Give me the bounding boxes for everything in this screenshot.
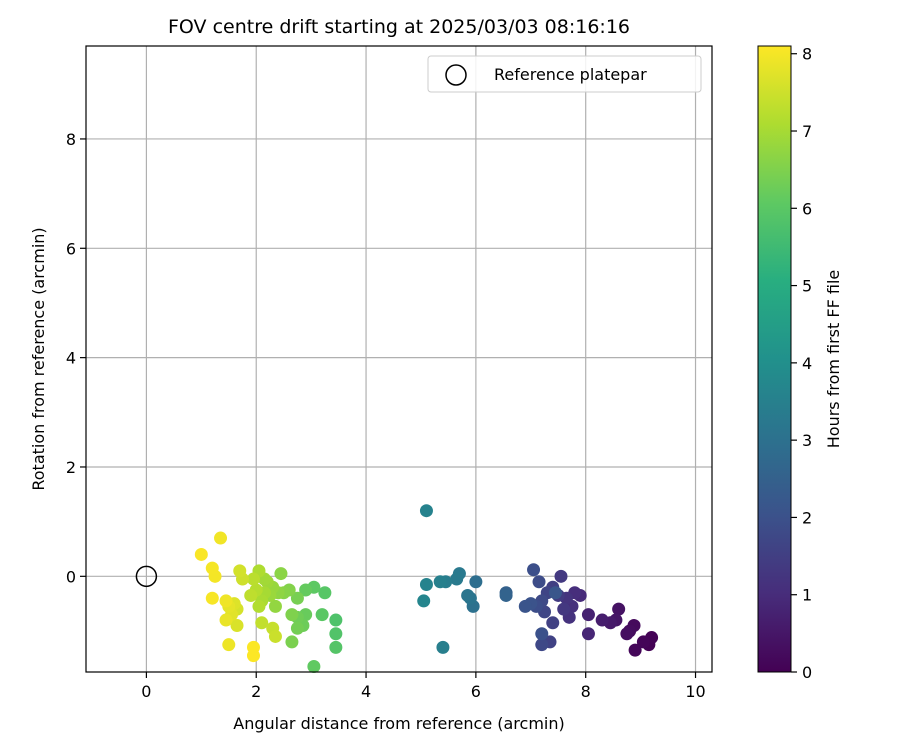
data-point <box>285 635 299 649</box>
legend-marker-open-circle <box>445 64 467 86</box>
data-point <box>233 564 247 578</box>
x-tick-label: 8 <box>581 682 591 701</box>
colorbar-tick-label: 8 <box>802 45 812 64</box>
colorbar-tick-label: 1 <box>802 586 812 605</box>
colorbar-tick-label: 7 <box>802 122 812 141</box>
data-point <box>329 613 343 627</box>
data-point <box>535 638 549 652</box>
data-point <box>532 575 546 589</box>
data-point <box>290 621 304 635</box>
data-point <box>549 586 562 600</box>
legend: Reference platepar <box>427 55 702 93</box>
data-point <box>230 619 244 633</box>
data-point <box>518 599 532 613</box>
reference-marker <box>135 565 158 588</box>
data-point <box>620 627 634 641</box>
data-point <box>419 504 433 518</box>
data-point <box>527 563 541 577</box>
colorbar-tick-label: 4 <box>802 354 812 373</box>
data-point <box>419 578 433 592</box>
data-point <box>194 547 208 561</box>
plot-frame <box>85 45 713 673</box>
colorbar-tick-label: 6 <box>802 199 812 218</box>
data-point <box>315 608 329 622</box>
data-point <box>499 588 513 602</box>
data-point <box>219 594 233 608</box>
colorbar-gradient <box>757 45 792 673</box>
data-point <box>274 567 288 581</box>
x-axis-ticks: 0 2 4 6 8 10 <box>141 672 706 701</box>
data-point <box>255 616 269 630</box>
data-point <box>535 627 549 641</box>
data-point <box>329 627 343 641</box>
x-tick-label: 0 <box>141 682 151 701</box>
legend-box <box>427 55 702 93</box>
colorbar-tick-label: 3 <box>802 431 812 450</box>
data-point <box>546 616 560 630</box>
legend-label: Reference platepar <box>494 65 647 84</box>
y-tick-label: 0 <box>66 567 76 586</box>
data-point <box>205 561 219 575</box>
data-point <box>436 640 450 654</box>
chart-title: FOV centre drift starting at 2025/03/03 … <box>168 16 630 38</box>
data-point <box>554 569 568 583</box>
colorbar-ticks: 0 1 2 3 4 5 6 7 8 <box>791 45 812 682</box>
data-point <box>581 608 595 622</box>
colorbar-tick-label: 5 <box>802 277 812 296</box>
data-point <box>222 638 236 652</box>
y-tick-label: 4 <box>66 349 76 368</box>
colorbar: 0 1 2 3 4 5 6 7 8 Hours from first FF file <box>757 45 843 682</box>
data-point <box>433 575 447 589</box>
data-point <box>469 575 483 589</box>
data-point <box>461 588 475 602</box>
colorbar-label: Hours from first FF file <box>824 270 843 449</box>
data-point <box>628 643 642 657</box>
data-point <box>581 627 595 641</box>
y-axis-label: Rotation from reference (arcmin) <box>29 227 48 490</box>
data-point <box>214 531 228 545</box>
data-point <box>329 640 343 654</box>
data-point <box>219 613 233 627</box>
data-points <box>194 504 659 674</box>
data-point <box>299 583 313 597</box>
data-point <box>595 613 609 627</box>
data-point <box>205 591 219 605</box>
data-point <box>244 588 258 602</box>
x-tick-label: 4 <box>361 682 371 701</box>
data-point <box>290 591 304 605</box>
data-point <box>557 602 571 616</box>
data-point <box>307 660 321 674</box>
y-tick-label: 8 <box>66 130 76 149</box>
data-point <box>246 649 260 663</box>
x-tick-label: 6 <box>471 682 481 701</box>
data-point <box>252 599 266 613</box>
data-point <box>450 572 464 586</box>
grid-lines <box>86 46 712 672</box>
data-point <box>268 599 282 613</box>
data-point <box>268 629 282 643</box>
data-point <box>285 608 299 622</box>
x-tick-label: 10 <box>685 682 705 701</box>
data-point <box>246 572 260 586</box>
y-tick-label: 2 <box>66 458 76 477</box>
data-point <box>417 594 431 608</box>
x-axis-label: Angular distance from reference (arcmin) <box>233 714 564 733</box>
data-point <box>318 586 332 600</box>
data-point <box>636 635 650 649</box>
colorbar-tick-label: 2 <box>802 508 812 527</box>
y-tick-label: 6 <box>66 239 76 258</box>
x-tick-label: 2 <box>251 682 261 701</box>
data-point <box>612 602 626 616</box>
y-axis-ticks: 0 2 4 6 8 <box>66 130 86 586</box>
colorbar-tick-label: 0 <box>802 663 812 682</box>
